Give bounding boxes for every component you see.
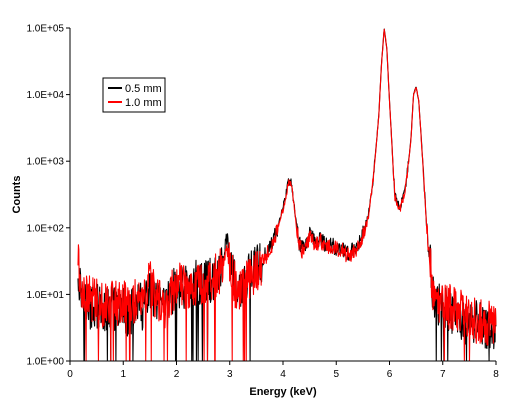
x-tick-label: 0 [67,369,73,380]
y-tick-label: 1.0E+04 [26,90,64,101]
y-axis-title: Counts [11,176,23,214]
ticks-layer: 0 1 2 3 4 5 6 7 8 1.0E+00 1.0E+01 1.0E+02 1.0E+03 1.0… [26,24,499,381]
x-tick-label: 2 [174,369,180,380]
x-axis-title: Energy (keV) [249,386,317,398]
y-tick-label: 1.0E+02 [26,223,64,234]
legend-label-1-0mm: 1.0 mm [125,97,162,109]
legend-box [102,77,166,113]
x-tick-label: 1 [120,369,126,380]
x-tick-label: 5 [333,369,339,380]
y-tick-label: 1.0E+03 [26,157,64,168]
legend-label-0-5mm: 0.5 mm [125,83,162,95]
y-tick-label: 1.0E+00 [26,357,64,368]
series-line-1-0-mm [77,28,497,362]
series-layer [77,28,497,362]
x-tick-label: 6 [387,369,393,380]
x-tick-label: 8 [493,369,499,380]
legend: 0.5 mm 1.0 mm [102,77,166,113]
y-tick-label: 1.0E+01 [26,290,64,301]
x-tick-label: 7 [440,369,446,380]
x-tick-label: 4 [280,369,286,380]
x-tick-label: 3 [227,369,233,380]
y-tick-label: 1.0E+05 [26,24,64,35]
